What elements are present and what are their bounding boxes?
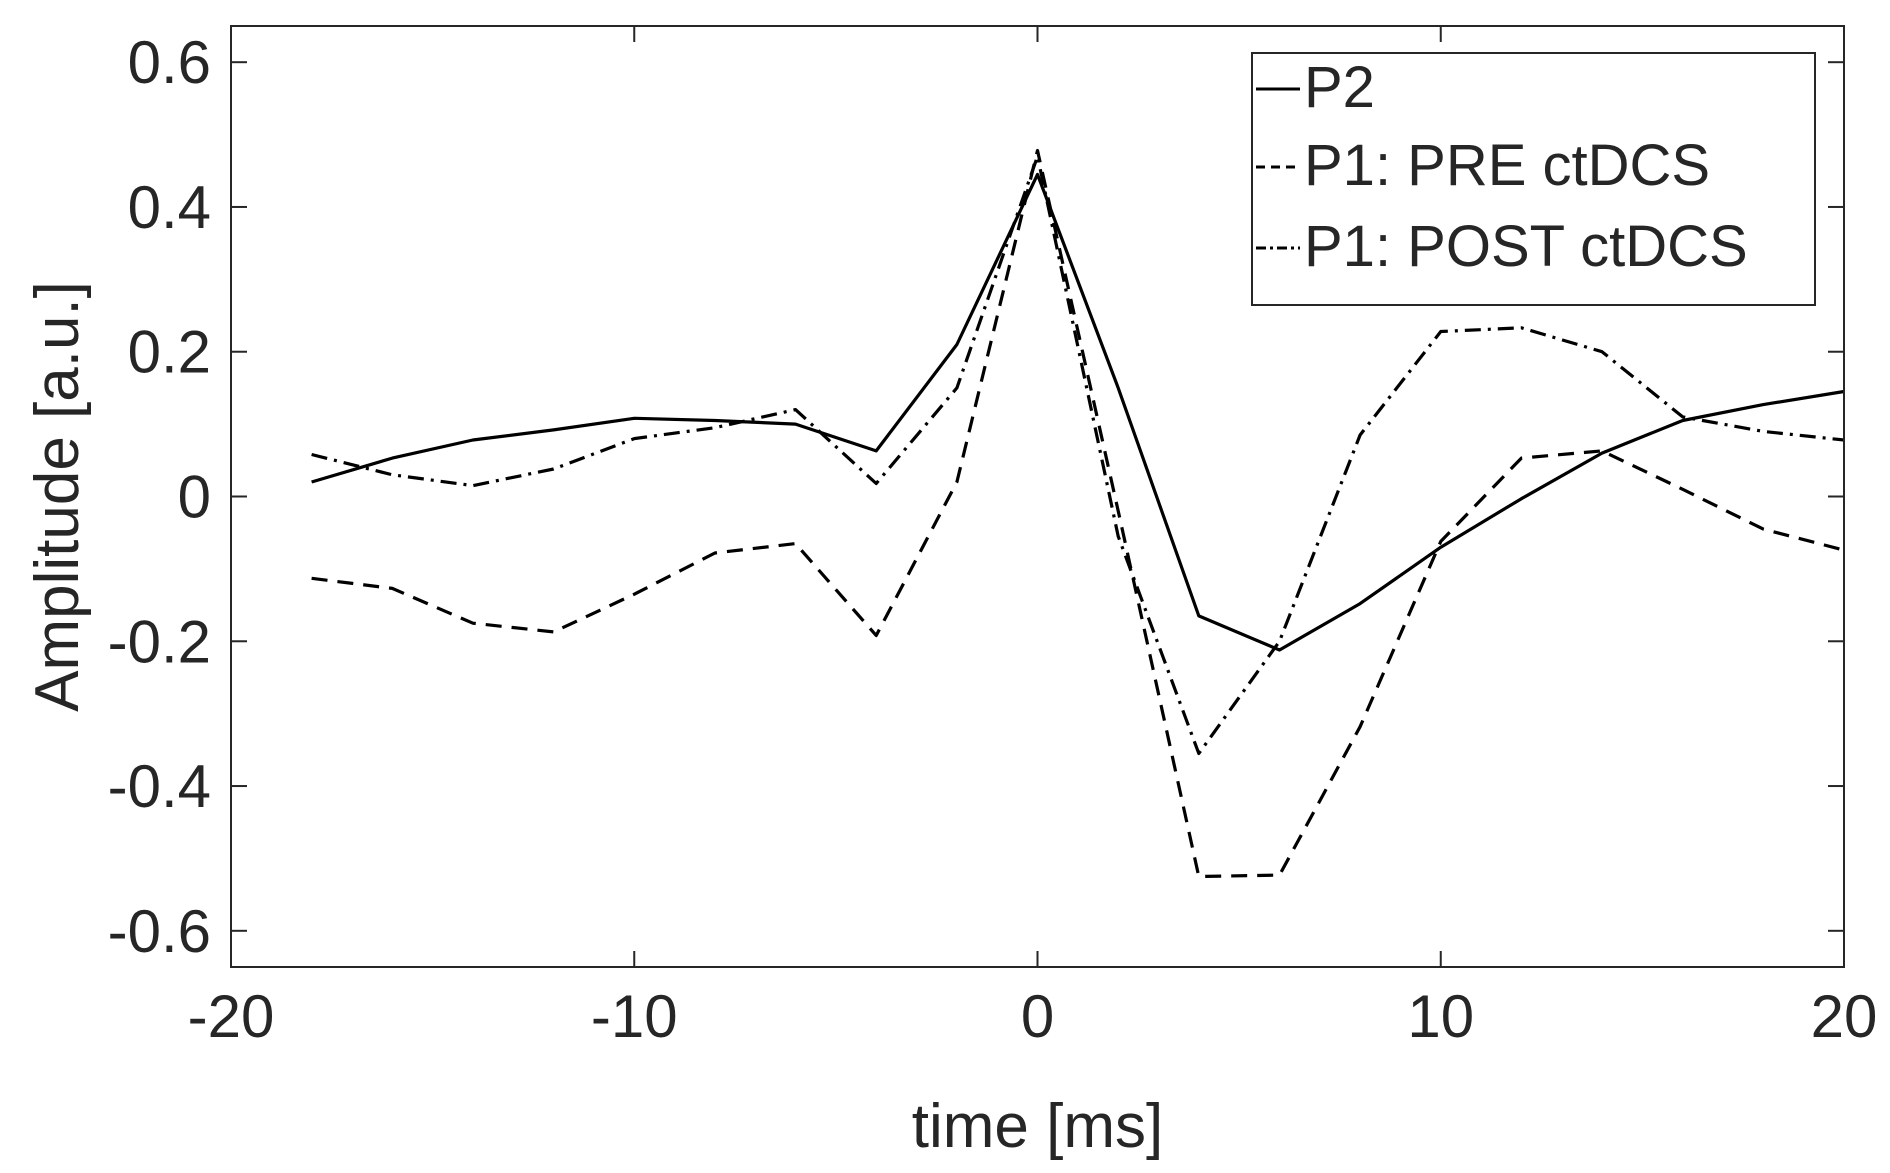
legend-box (1251, 52, 1816, 306)
series-line-0 (311, 172, 1845, 652)
plot-area (311, 148, 1845, 879)
legend-label-1: P1: PRE ctDCS (1304, 133, 1710, 198)
legend: P2 P1: PRE ctDCS P1: POST ctDCS (1251, 52, 1816, 306)
x-tick-label: 10 (1407, 983, 1474, 1050)
y-tick-label: -0.4 (108, 753, 211, 820)
x-tick-label: -10 (591, 983, 678, 1050)
y-tick-label: 0.4 (128, 174, 211, 241)
y-axis-title: Amplitude [a.u.] (23, 281, 92, 712)
y-tick-label: -0.6 (108, 898, 211, 965)
x-axis-title: time [ms] (912, 1092, 1163, 1161)
x-tick-label: 20 (1811, 983, 1878, 1050)
y-tick-label: 0 (178, 464, 211, 531)
x-tick-label: -20 (188, 983, 275, 1050)
y-tick-label: -0.2 (108, 608, 211, 675)
legend-label-2: P1: POST ctDCS (1304, 214, 1748, 279)
axes: -20 -10 0 10 20 0.6 0.4 0.2 0 -0.2 -0.4 -0.6 time [m… (23, 25, 1878, 1161)
series-line-1 (311, 148, 1845, 879)
legend-label-0: P2 (1304, 55, 1375, 120)
y-tick-label: 0.2 (128, 319, 211, 386)
y-tick-label: 0.6 (128, 29, 211, 96)
x-tick-label: 0 (1021, 983, 1054, 1050)
